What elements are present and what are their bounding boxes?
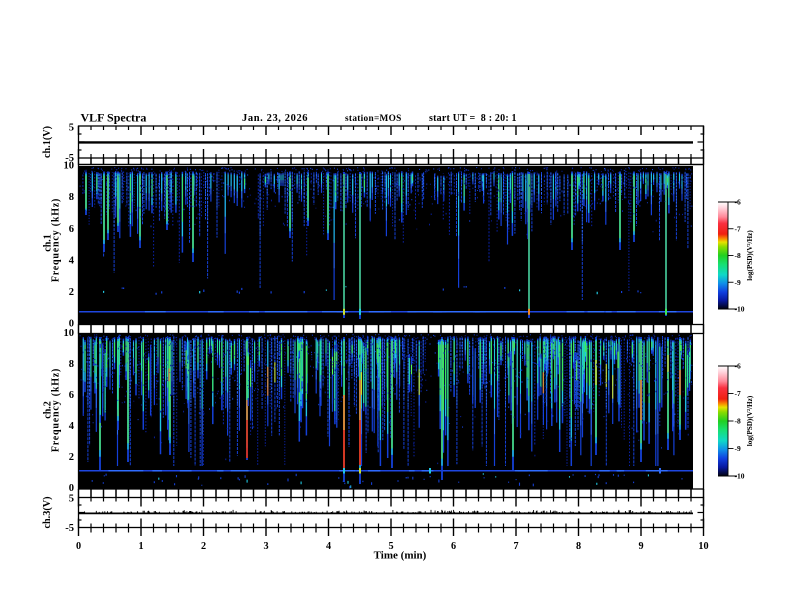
- svg-text:ch.1(V): ch.1(V): [42, 126, 53, 158]
- svg-text:ch.2: ch.2: [43, 401, 54, 419]
- svg-text:Time (min): Time (min): [374, 550, 427, 562]
- svg-text:-6: -6: [735, 362, 741, 371]
- svg-text:5: 5: [388, 541, 393, 552]
- svg-text:start UT = 8 : 20: 1: start UT = 8 : 20: 1: [429, 113, 517, 124]
- svg-text:-10: -10: [735, 305, 745, 314]
- svg-text:9: 9: [638, 541, 643, 552]
- svg-text:6: 6: [69, 390, 74, 401]
- svg-text:2: 2: [69, 452, 74, 463]
- svg-text:-9: -9: [735, 444, 741, 453]
- svg-text:1: 1: [138, 541, 143, 552]
- svg-text:6: 6: [451, 541, 456, 552]
- svg-text:-7: -7: [735, 389, 741, 398]
- svg-text:4: 4: [69, 421, 75, 432]
- svg-text:0: 0: [69, 483, 74, 494]
- svg-text:3: 3: [263, 541, 268, 552]
- svg-text:Frequency (kHz): Frequency (kHz): [51, 198, 62, 282]
- svg-text:-5: -5: [65, 523, 74, 534]
- svg-text:8: 8: [69, 192, 74, 203]
- svg-text:Jan. 23, 2026: Jan. 23, 2026: [242, 113, 308, 124]
- svg-text:ch.1: ch.1: [43, 234, 54, 252]
- svg-text:6: 6: [69, 224, 74, 235]
- svg-text:2: 2: [201, 541, 206, 552]
- svg-text:ch.3(V): ch.3(V): [42, 497, 53, 529]
- svg-text:2: 2: [69, 287, 74, 298]
- svg-text:station=MOS: station=MOS: [345, 114, 402, 124]
- svg-text:8: 8: [69, 359, 74, 370]
- svg-text:0: 0: [69, 319, 74, 330]
- svg-text:10: 10: [698, 541, 708, 552]
- svg-text:10: 10: [64, 161, 75, 172]
- svg-text:0: 0: [76, 541, 81, 552]
- svg-text:-8: -8: [735, 251, 741, 260]
- svg-text:log(PSD)(V²/Hz): log(PSD)(V²/Hz): [746, 230, 754, 281]
- svg-text:-5: -5: [65, 153, 74, 164]
- svg-text:10: 10: [64, 328, 75, 339]
- svg-text:log(PSD)(V²/Hz): log(PSD)(V²/Hz): [746, 395, 754, 446]
- svg-text:-9: -9: [735, 278, 741, 287]
- svg-text:7: 7: [513, 541, 518, 552]
- svg-text:4: 4: [326, 541, 331, 552]
- svg-text:8: 8: [576, 541, 581, 552]
- svg-text:VLF Spectra: VLF Spectra: [81, 111, 147, 125]
- svg-text:-10: -10: [735, 472, 745, 481]
- svg-text:5: 5: [69, 122, 74, 133]
- svg-text:-7: -7: [735, 224, 741, 233]
- svg-text:-6: -6: [735, 198, 741, 207]
- svg-text:4: 4: [69, 255, 75, 266]
- svg-text:Frequency (kHz): Frequency (kHz): [51, 368, 62, 452]
- svg-text:-8: -8: [735, 417, 741, 426]
- svg-text:5: 5: [69, 493, 74, 504]
